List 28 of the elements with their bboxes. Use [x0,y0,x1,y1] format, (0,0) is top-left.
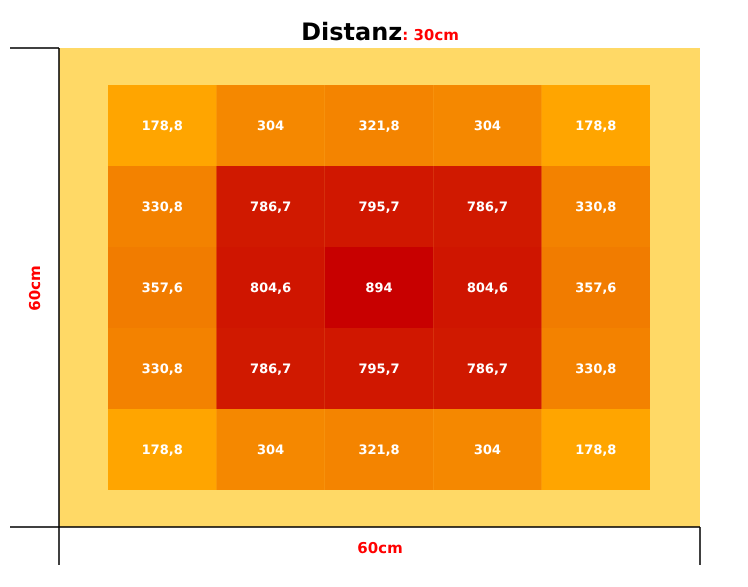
data-label: 304 [257,119,284,134]
data-label: 178,8 [142,443,183,458]
data-label: 330,8 [575,362,616,378]
data-label: 304 [257,443,284,458]
data-label: 357,6 [575,281,616,296]
data-label: 330,8 [142,200,183,216]
data-label: 804,6 [250,281,292,296]
data-label: 304 [474,119,501,134]
data-label: 321,8 [358,443,400,458]
data-label: 357,6 [142,281,183,296]
data-label: 178,8 [575,119,616,134]
data-label: 786,7 [466,362,508,378]
data-label: 330,8 [142,362,183,378]
data-label: 894 [365,281,393,296]
data-label: 786,7 [250,200,292,216]
x-axis-title: 60cm [357,539,403,557]
data-label: 304 [474,443,501,458]
data-label: 178,8 [142,119,183,134]
y-axis-title: 60cm [26,265,44,311]
data-label: 330,8 [575,200,616,216]
data-label: 178,8 [575,443,616,458]
chart-title: Distanz: 30cm [301,18,459,46]
data-label: 795,7 [358,200,400,216]
data-label: 321,8 [358,119,400,134]
data-label: 786,7 [466,200,508,216]
data-label: 804,6 [466,281,508,296]
data-label: 786,7 [250,362,292,378]
data-label: 795,7 [358,362,400,378]
